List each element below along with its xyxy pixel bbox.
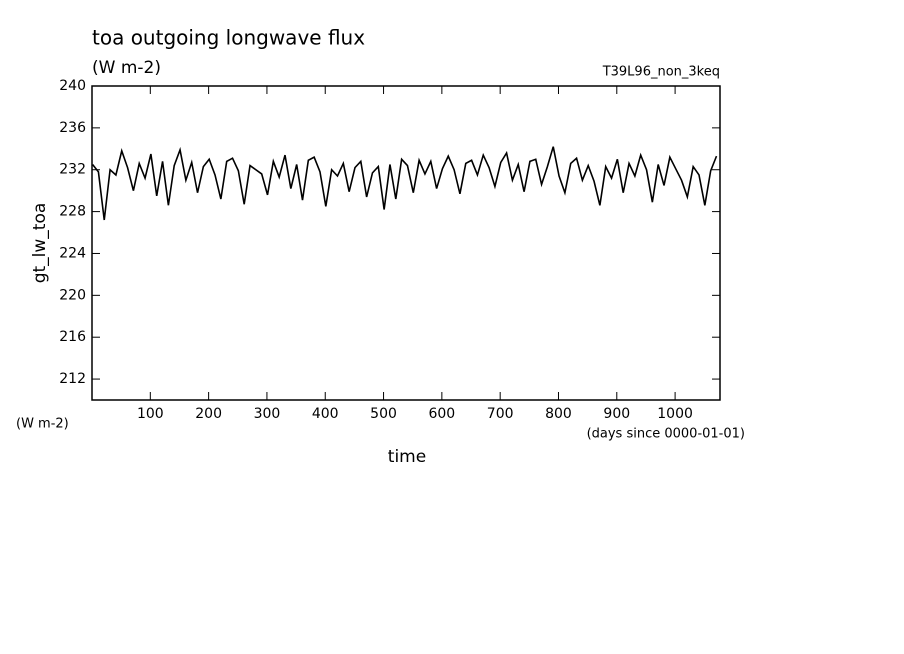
x-axis-label: time: [388, 447, 426, 467]
plot-frame: [91, 85, 721, 401]
chart-subtitle: (W m-2): [92, 58, 161, 78]
x-tick-label: 400: [312, 406, 339, 422]
x-tick-label: 600: [428, 406, 455, 422]
x-tick-label: 300: [254, 406, 281, 422]
x-tick-label: 700: [487, 406, 514, 422]
y-tick-label: 236: [59, 120, 86, 136]
run-label: T39L96_non_3keq: [602, 65, 720, 80]
y-tick-label: 216: [59, 329, 86, 345]
y-tick-label: 232: [59, 162, 86, 178]
data-line: [91, 146, 718, 221]
y-tick-label: 240: [59, 78, 86, 94]
x-tick-label: 800: [545, 406, 572, 422]
y-unit: (W m-2): [16, 417, 69, 432]
y-tick-label: 212: [59, 371, 86, 387]
chart-title: toa outgoing longwave flux: [92, 26, 365, 50]
x-unit: (days since 0000-01-01): [587, 427, 745, 442]
y-axis-label: gt_lw_toa: [30, 203, 50, 284]
x-tick-label: 900: [603, 406, 630, 422]
y-tick-label: 220: [59, 287, 86, 303]
x-tick-label: 500: [370, 406, 397, 422]
x-tick-label: 100: [137, 406, 164, 422]
y-tick-label: 224: [59, 245, 86, 261]
x-tick-label: 1000: [657, 406, 693, 422]
y-tick-label: 228: [59, 204, 86, 220]
x-tick-label: 200: [195, 406, 222, 422]
